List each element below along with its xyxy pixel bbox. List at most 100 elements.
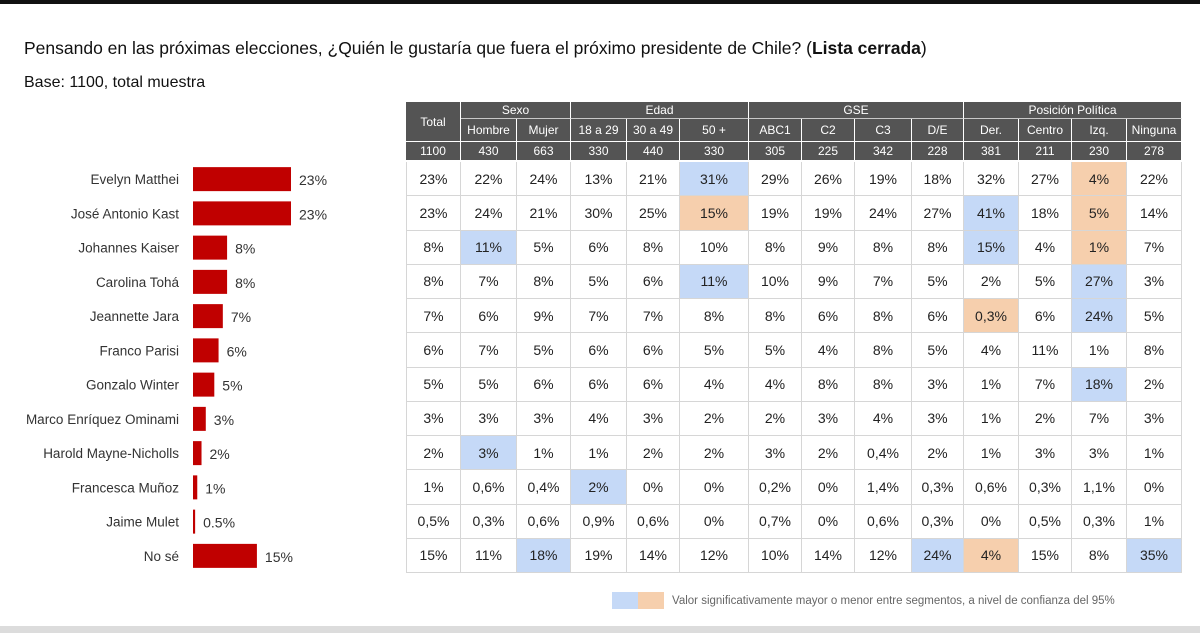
- table-cell: 15%: [964, 230, 1019, 265]
- table-cell: 0,5%: [406, 504, 461, 539]
- column-base: 230: [1072, 141, 1127, 160]
- column-header: ABC1: [749, 119, 802, 141]
- table-cell: 3%: [749, 436, 802, 471]
- table-cell: 3%: [1127, 264, 1182, 299]
- table-cell: 6%: [571, 333, 627, 368]
- table-cell: 2%: [964, 264, 1019, 299]
- bar-value-label: 8%: [235, 241, 255, 257]
- table-cell: 1,4%: [855, 470, 912, 505]
- table-cell: 24%: [855, 196, 912, 231]
- candidate-label: No sé: [144, 549, 179, 564]
- table-cell: 7%: [406, 299, 461, 334]
- column-base: 342: [855, 141, 912, 160]
- table-cell: 6%: [571, 230, 627, 265]
- table-cell: 8%: [1072, 538, 1127, 573]
- table-cell: 3%: [802, 401, 855, 436]
- column-header: Centro: [1019, 119, 1072, 141]
- table-cell: 3%: [912, 367, 964, 402]
- column-base: 663: [517, 141, 571, 160]
- table-cell: 0,3%: [912, 504, 964, 539]
- table-cell: 7%: [461, 333, 517, 368]
- table-cell: 2%: [749, 401, 802, 436]
- table-cell: 18%: [517, 538, 571, 573]
- table-cell: 2%: [802, 436, 855, 471]
- table-cell: 10%: [749, 538, 802, 573]
- bar-value-label: 0.5%: [203, 515, 235, 531]
- table-cell: 2%: [912, 436, 964, 471]
- table-cell: 1%: [406, 470, 461, 505]
- table-cell: 4%: [1019, 230, 1072, 265]
- table-cell: 6%: [627, 264, 680, 299]
- table-cell: 19%: [855, 162, 912, 197]
- candidate-bar: [193, 269, 228, 294]
- column-base: 211: [1019, 141, 1072, 160]
- table-cell: 18%: [1072, 367, 1127, 402]
- table-cell: 11%: [680, 264, 749, 299]
- column-header: Mujer: [517, 119, 571, 141]
- table-cell: 10%: [749, 264, 802, 299]
- table-cell: 5%: [912, 333, 964, 368]
- table-cell: 9%: [802, 264, 855, 299]
- table-cell: 0%: [680, 504, 749, 539]
- bar-value-label: 23%: [299, 172, 327, 188]
- table-cell: 11%: [1019, 333, 1072, 368]
- column-header: Izq.: [1072, 119, 1127, 141]
- table-cell: 6%: [461, 299, 517, 334]
- table-cell: 19%: [749, 196, 802, 231]
- table-cell: 0%: [802, 504, 855, 539]
- table-cell: 5%: [406, 367, 461, 402]
- bar-value-label: 6%: [227, 343, 247, 359]
- column-header: 50 +: [680, 119, 749, 141]
- table-cell: 14%: [1127, 196, 1182, 231]
- table-cell: 4%: [680, 367, 749, 402]
- table-cell: 15%: [680, 196, 749, 231]
- table-cell: 7%: [1019, 367, 1072, 402]
- table-cell: 6%: [517, 367, 571, 402]
- table-cell: 3%: [517, 401, 571, 436]
- table-cell: 5%: [680, 333, 749, 368]
- table-cell: 0,6%: [517, 504, 571, 539]
- table-cell: 27%: [1019, 162, 1072, 197]
- table-cell: 0,3%: [912, 470, 964, 505]
- table-cell: 8%: [406, 230, 461, 265]
- column-base: 430: [461, 141, 517, 160]
- table-cell: 6%: [627, 333, 680, 368]
- candidate-bar: [193, 372, 215, 397]
- table-cell: 6%: [1019, 299, 1072, 334]
- table-cell: 7%: [1072, 401, 1127, 436]
- table-cell: 1%: [1072, 230, 1127, 265]
- table-cell: 7%: [627, 299, 680, 334]
- table-cell: 1%: [517, 436, 571, 471]
- table-cell: 7%: [571, 299, 627, 334]
- candidate-label: Franco Parisi: [99, 343, 179, 358]
- candidate-bar: [193, 235, 228, 260]
- candidate-bar: [193, 475, 198, 500]
- table-cell: 8%: [855, 230, 912, 265]
- table-cell: 5%: [571, 264, 627, 299]
- table-cell: 32%: [964, 162, 1019, 197]
- table-cell: 6%: [912, 299, 964, 334]
- table-cell: 0%: [680, 470, 749, 505]
- table-cell: 1%: [1127, 504, 1182, 539]
- table-cell: 41%: [964, 196, 1019, 231]
- table-cell: 2%: [1019, 401, 1072, 436]
- column-header: D/E: [912, 119, 964, 141]
- candidate-label: José Antonio Kast: [71, 206, 179, 221]
- table-cell: 5%: [749, 333, 802, 368]
- table-cell: 6%: [627, 367, 680, 402]
- table-cell: 21%: [627, 162, 680, 197]
- table-cell: 8%: [1127, 333, 1182, 368]
- column-header: C3: [855, 119, 912, 141]
- table-cell: 0,3%: [1019, 470, 1072, 505]
- bar-value-label: 23%: [299, 206, 327, 222]
- table-cell: 27%: [1072, 264, 1127, 299]
- table-cell: 8%: [517, 264, 571, 299]
- table-cell: 22%: [1127, 162, 1182, 197]
- column-base: 440: [627, 141, 680, 160]
- table-cell: 0,2%: [749, 470, 802, 505]
- table-cell: 4%: [964, 333, 1019, 368]
- table-cell: 0,6%: [461, 470, 517, 505]
- table-cell: 0%: [627, 470, 680, 505]
- table-cell: 7%: [461, 264, 517, 299]
- table-cell: 0,6%: [964, 470, 1019, 505]
